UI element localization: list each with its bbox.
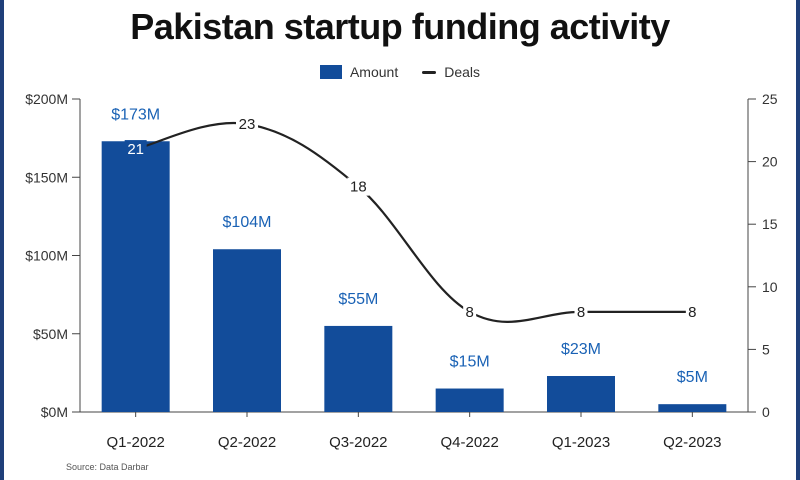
deals-point-halo bbox=[685, 302, 699, 321]
deals-point-label: 8 bbox=[577, 304, 585, 321]
bar bbox=[101, 141, 170, 412]
y-right-tick-label: 20 bbox=[762, 154, 778, 170]
bar bbox=[213, 249, 281, 412]
deals-point-halo bbox=[124, 140, 147, 159]
deals-point-label: 8 bbox=[465, 304, 473, 321]
legend: Amount Deals bbox=[0, 64, 800, 80]
source-note: Source: Data Darbar bbox=[66, 462, 149, 472]
bar-value-label: $5M bbox=[677, 369, 708, 386]
legend-item-deals: Deals bbox=[422, 64, 480, 80]
y-left-tick-label: $50M bbox=[33, 326, 68, 342]
legend-deals-label: Deals bbox=[444, 64, 481, 80]
x-tick-label: Q1-2023 bbox=[552, 434, 610, 451]
legend-item-amount: Amount bbox=[319, 64, 399, 80]
legend-line-swatch bbox=[422, 70, 437, 74]
bar-value-label: $55M bbox=[338, 291, 378, 308]
x-tick-label: Q2-2023 bbox=[663, 434, 721, 451]
y-right-tick-label: 5 bbox=[762, 341, 770, 357]
y-right-tick-label: 25 bbox=[762, 91, 778, 107]
y-left-tick-label: $100M bbox=[25, 248, 68, 264]
y-left-tick-label: $200M bbox=[25, 91, 68, 107]
legend-amount-label: Amount bbox=[349, 64, 399, 80]
bar bbox=[324, 325, 393, 412]
deals-point-label: 8 bbox=[688, 304, 696, 321]
y-left-tick-label: $0M bbox=[41, 404, 68, 420]
bar-value-label: $173M bbox=[111, 106, 160, 123]
deals-point-halo bbox=[574, 302, 588, 321]
x-tick-label: Q3-2022 bbox=[329, 434, 387, 451]
deals-point-label: 23 bbox=[239, 116, 256, 133]
bar bbox=[435, 388, 504, 412]
deals-point-halo bbox=[236, 115, 258, 134]
deals-point-halo bbox=[463, 302, 477, 321]
y-right-tick-label: 10 bbox=[762, 279, 778, 295]
bar-value-label: $104M bbox=[223, 214, 272, 231]
chart-title: Pakistan startup funding activity bbox=[130, 6, 670, 47]
bar-value-label: $15M bbox=[450, 354, 490, 371]
y-right-tick-label: 0 bbox=[762, 404, 770, 420]
y-right-tick-label: 15 bbox=[762, 216, 778, 232]
deals-point-halo bbox=[347, 177, 370, 196]
y-left-tick-label: $150M bbox=[25, 169, 68, 185]
bar bbox=[658, 404, 727, 412]
right-frame-border bbox=[796, 0, 800, 480]
x-tick-label: Q2-2022 bbox=[218, 434, 276, 451]
bar-value-label: $23M bbox=[561, 341, 601, 358]
bar bbox=[547, 376, 615, 412]
legend-bar-swatch bbox=[319, 65, 342, 79]
x-tick-label: Q1-2022 bbox=[106, 434, 164, 451]
x-tick-label: Q4-2022 bbox=[440, 434, 498, 451]
left-frame-border bbox=[0, 0, 4, 480]
deals-point-label: 21 bbox=[127, 141, 144, 158]
deals-point-label: 18 bbox=[350, 179, 367, 196]
